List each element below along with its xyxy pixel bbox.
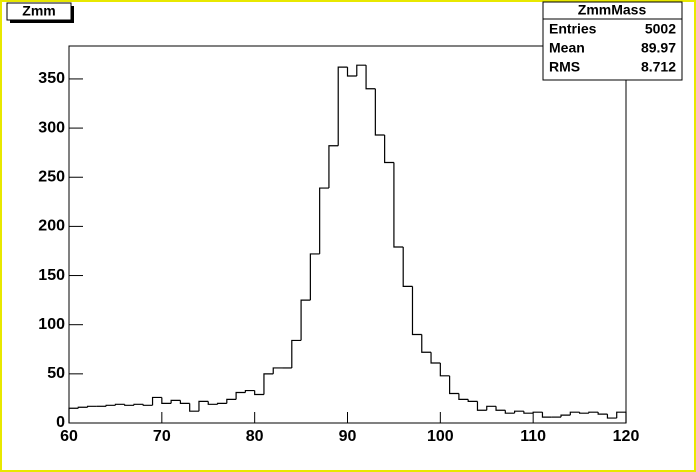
- histogram-bin: [77, 406, 88, 409]
- histogram-bin: [161, 397, 172, 404]
- histogram-bin: [189, 403, 199, 412]
- stats-value: 5002: [645, 21, 676, 37]
- histogram-bin: [291, 339, 302, 368]
- stats-title: ZmmMass: [578, 2, 647, 18]
- histogram-bin: [560, 414, 571, 418]
- histogram-bin: [430, 352, 441, 364]
- histogram-bin: [439, 363, 450, 377]
- histogram-bin: [374, 88, 385, 136]
- histogram-bin: [365, 65, 376, 90]
- histogram-bin: [421, 334, 432, 353]
- x-tick-label: 70: [153, 428, 171, 445]
- title-box: [6, 2, 72, 21]
- histogram-bin: [216, 402, 227, 405]
- histogram-bin: [272, 367, 283, 374]
- histogram-bin: [179, 400, 190, 404]
- histogram-bin: [402, 247, 413, 287]
- stats-label: RMS: [549, 59, 580, 75]
- histogram-bin: [411, 286, 422, 336]
- histogram-bin: [244, 389, 255, 393]
- histogram-bin: [616, 411, 627, 423]
- histogram-bin: [476, 401, 487, 411]
- histogram-bin: [495, 406, 506, 411]
- histogram-bin: [384, 134, 394, 164]
- histogram-bin: [263, 373, 274, 395]
- histogram-bin: [458, 393, 469, 401]
- histogram-bin: [170, 399, 181, 404]
- histogram-bin: [198, 400, 209, 412]
- y-tick-label: 350: [38, 70, 65, 87]
- histogram-bin: [235, 391, 246, 400]
- histogram-bin: [226, 398, 237, 404]
- stats-box: [542, 1, 683, 81]
- histogram-bin: [504, 410, 515, 414]
- histogram-bin: [606, 414, 617, 419]
- histogram-bin: [569, 411, 580, 416]
- x-tick-label: 80: [246, 428, 264, 445]
- x-tick-label: 60: [60, 428, 78, 445]
- histogram-bin: [142, 404, 153, 406]
- x-tick-label: 110: [520, 428, 546, 445]
- histogram-bin: [541, 412, 552, 418]
- y-tick-label: 200: [38, 218, 65, 235]
- y-tick-label: 100: [38, 316, 65, 333]
- stats-value: 89.97: [641, 40, 676, 56]
- histogram-bin: [105, 404, 116, 407]
- histogram-bin: [254, 390, 264, 396]
- chart-title: Zmm: [22, 3, 55, 19]
- histogram-bin: [151, 396, 162, 406]
- histogram-bin: [532, 411, 543, 414]
- stats-label: Entries: [549, 21, 597, 37]
- histogram-bin: [467, 399, 478, 402]
- histogram-bin: [449, 375, 459, 395]
- histogram-bin: [597, 412, 608, 415]
- stats-label: Mean: [549, 40, 585, 56]
- y-tick-label: 150: [38, 267, 65, 284]
- x-tick-label: 120: [613, 428, 640, 445]
- histogram-bin: [588, 411, 599, 414]
- histogram-bin: [68, 407, 79, 423]
- y-tick-label: 0: [56, 414, 65, 431]
- histogram-bin: [319, 187, 329, 254]
- histogram-bin: [207, 401, 218, 405]
- histogram-bin: [346, 67, 357, 77]
- histogram-bin: [124, 404, 134, 406]
- y-tick-label: 50: [47, 365, 65, 382]
- stats-value: 8.712: [641, 59, 676, 75]
- histogram-bin: [337, 66, 348, 146]
- histogram-bin: [133, 403, 144, 406]
- histogram-bin: [300, 299, 311, 341]
- histogram-bin: [486, 405, 497, 411]
- histogram-bin: [523, 411, 534, 414]
- histogram-bin: [86, 405, 97, 408]
- y-tick-label: 300: [38, 119, 65, 136]
- y-tick-label: 250: [38, 168, 65, 185]
- histogram-bin: [328, 145, 339, 189]
- histogram-bin: [578, 412, 589, 414]
- x-tick-label: 90: [339, 428, 357, 445]
- histogram-bin: [356, 64, 367, 76]
- histogram-bin: [514, 410, 524, 414]
- x-tick-label: 100: [427, 428, 454, 445]
- histogram-bin: [393, 162, 404, 248]
- histogram-bin: [114, 403, 125, 406]
- histogram-bin: [309, 253, 320, 301]
